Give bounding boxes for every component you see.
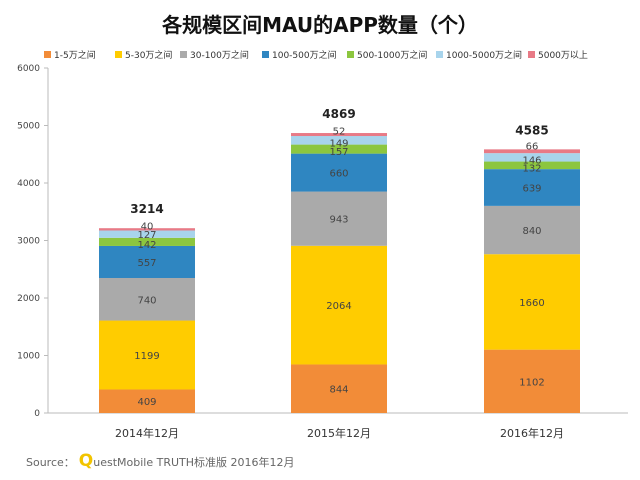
y-tick-label: 4000 [17, 179, 40, 189]
bar-segment [484, 153, 580, 162]
legend-label-6: 1000-5000万之间 [446, 49, 522, 61]
segment-value-label: 142 [137, 240, 156, 251]
bar-segment [484, 149, 580, 154]
legend-label-2: 5-30万之间 [125, 49, 172, 61]
legend-swatch-1 [44, 51, 51, 58]
bar-segment [99, 320, 195, 390]
bar-segment [291, 245, 387, 365]
bar-segment [484, 254, 580, 350]
bar-segment [99, 228, 195, 231]
bar-segment [99, 277, 195, 321]
bar-segment [99, 245, 195, 278]
bar-total-label: 3214 [130, 202, 163, 216]
legend-label-1: 1-5万之间 [54, 49, 96, 61]
source-rest: uestMobile TRUTH标准版 2016年12月 [93, 455, 294, 469]
source-line: Source： QuestMobile TRUTH标准版 2016年12月 [26, 451, 295, 471]
segment-value-label: 840 [522, 226, 541, 237]
segment-value-label: 2064 [326, 301, 351, 312]
segment-value-label: 1660 [519, 298, 544, 309]
bar-segment [484, 349, 580, 413]
bar-segment [99, 237, 195, 246]
legend-label-3: 30-100万之间 [190, 49, 249, 61]
legend-swatch-5 [347, 51, 354, 58]
bar-segment [291, 144, 387, 154]
source-q-logo: Q [79, 451, 93, 471]
segment-value-label: 1102 [519, 377, 544, 388]
y-tick-label: 6000 [17, 64, 40, 74]
segment-value-label: 40 [141, 221, 154, 232]
x-tick-label: 2016年12月 [500, 426, 564, 440]
bar-segment [291, 153, 387, 192]
bar-segment [291, 136, 387, 145]
segment-value-label: 557 [137, 258, 156, 269]
bar-segment [99, 230, 195, 238]
segment-value-label: 157 [329, 147, 348, 158]
y-tick-label: 0 [34, 409, 40, 419]
segment-value-label: 943 [329, 215, 348, 226]
legend: 1-5万之间 5-30万之间 30-100万之间 100-500万之间 500-1000… [44, 49, 588, 61]
segment-value-label: 639 [522, 184, 541, 195]
source-prefix: Source： [26, 456, 75, 469]
segment-value-label: 66 [526, 141, 539, 152]
segment-value-label: 740 [137, 295, 156, 306]
legend-swatch-7 [528, 51, 535, 58]
legend-label-5: 500-1000万之间 [357, 49, 427, 61]
segment-value-label: 1199 [134, 351, 159, 362]
bar-segment [484, 161, 580, 170]
legend-swatch-6 [436, 51, 443, 58]
segment-value-label: 132 [522, 163, 541, 174]
legend-swatch-2 [115, 51, 122, 58]
bar-segment [291, 133, 387, 137]
segment-value-label: 660 [329, 169, 348, 180]
segment-value-label: 409 [137, 397, 156, 408]
y-tick-label: 5000 [17, 122, 40, 132]
legend-label-4: 100-500万之间 [272, 49, 337, 61]
segment-value-label: 149 [329, 138, 348, 149]
y-tick-label: 2000 [17, 294, 40, 304]
chart-title: 各规模区间MAU的APP数量（个） [161, 13, 478, 37]
legend-swatch-4 [262, 51, 269, 58]
y-tick-label: 3000 [17, 237, 40, 247]
segment-value-label: 52 [333, 127, 346, 138]
bar-total-label: 4585 [515, 123, 548, 137]
bar-segment [291, 191, 387, 246]
bar-segment [484, 169, 580, 206]
segment-value-label: 146 [522, 155, 541, 166]
bar-segment [99, 389, 195, 413]
bar-segment [291, 364, 387, 413]
bar-segment [484, 205, 580, 255]
legend-swatch-3 [180, 51, 187, 58]
source-text: Source： QuestMobile TRUTH标准版 2016年12月 [26, 451, 295, 471]
x-tick-label: 2014年12月 [115, 426, 179, 440]
y-tick-label: 1000 [17, 352, 40, 362]
x-tick-label: 2015年12月 [307, 426, 371, 440]
bar-total-label: 4869 [322, 107, 355, 121]
segment-value-label: 127 [137, 230, 156, 241]
legend-label-7: 5000万以上 [538, 50, 588, 61]
segment-value-label: 844 [329, 385, 348, 396]
